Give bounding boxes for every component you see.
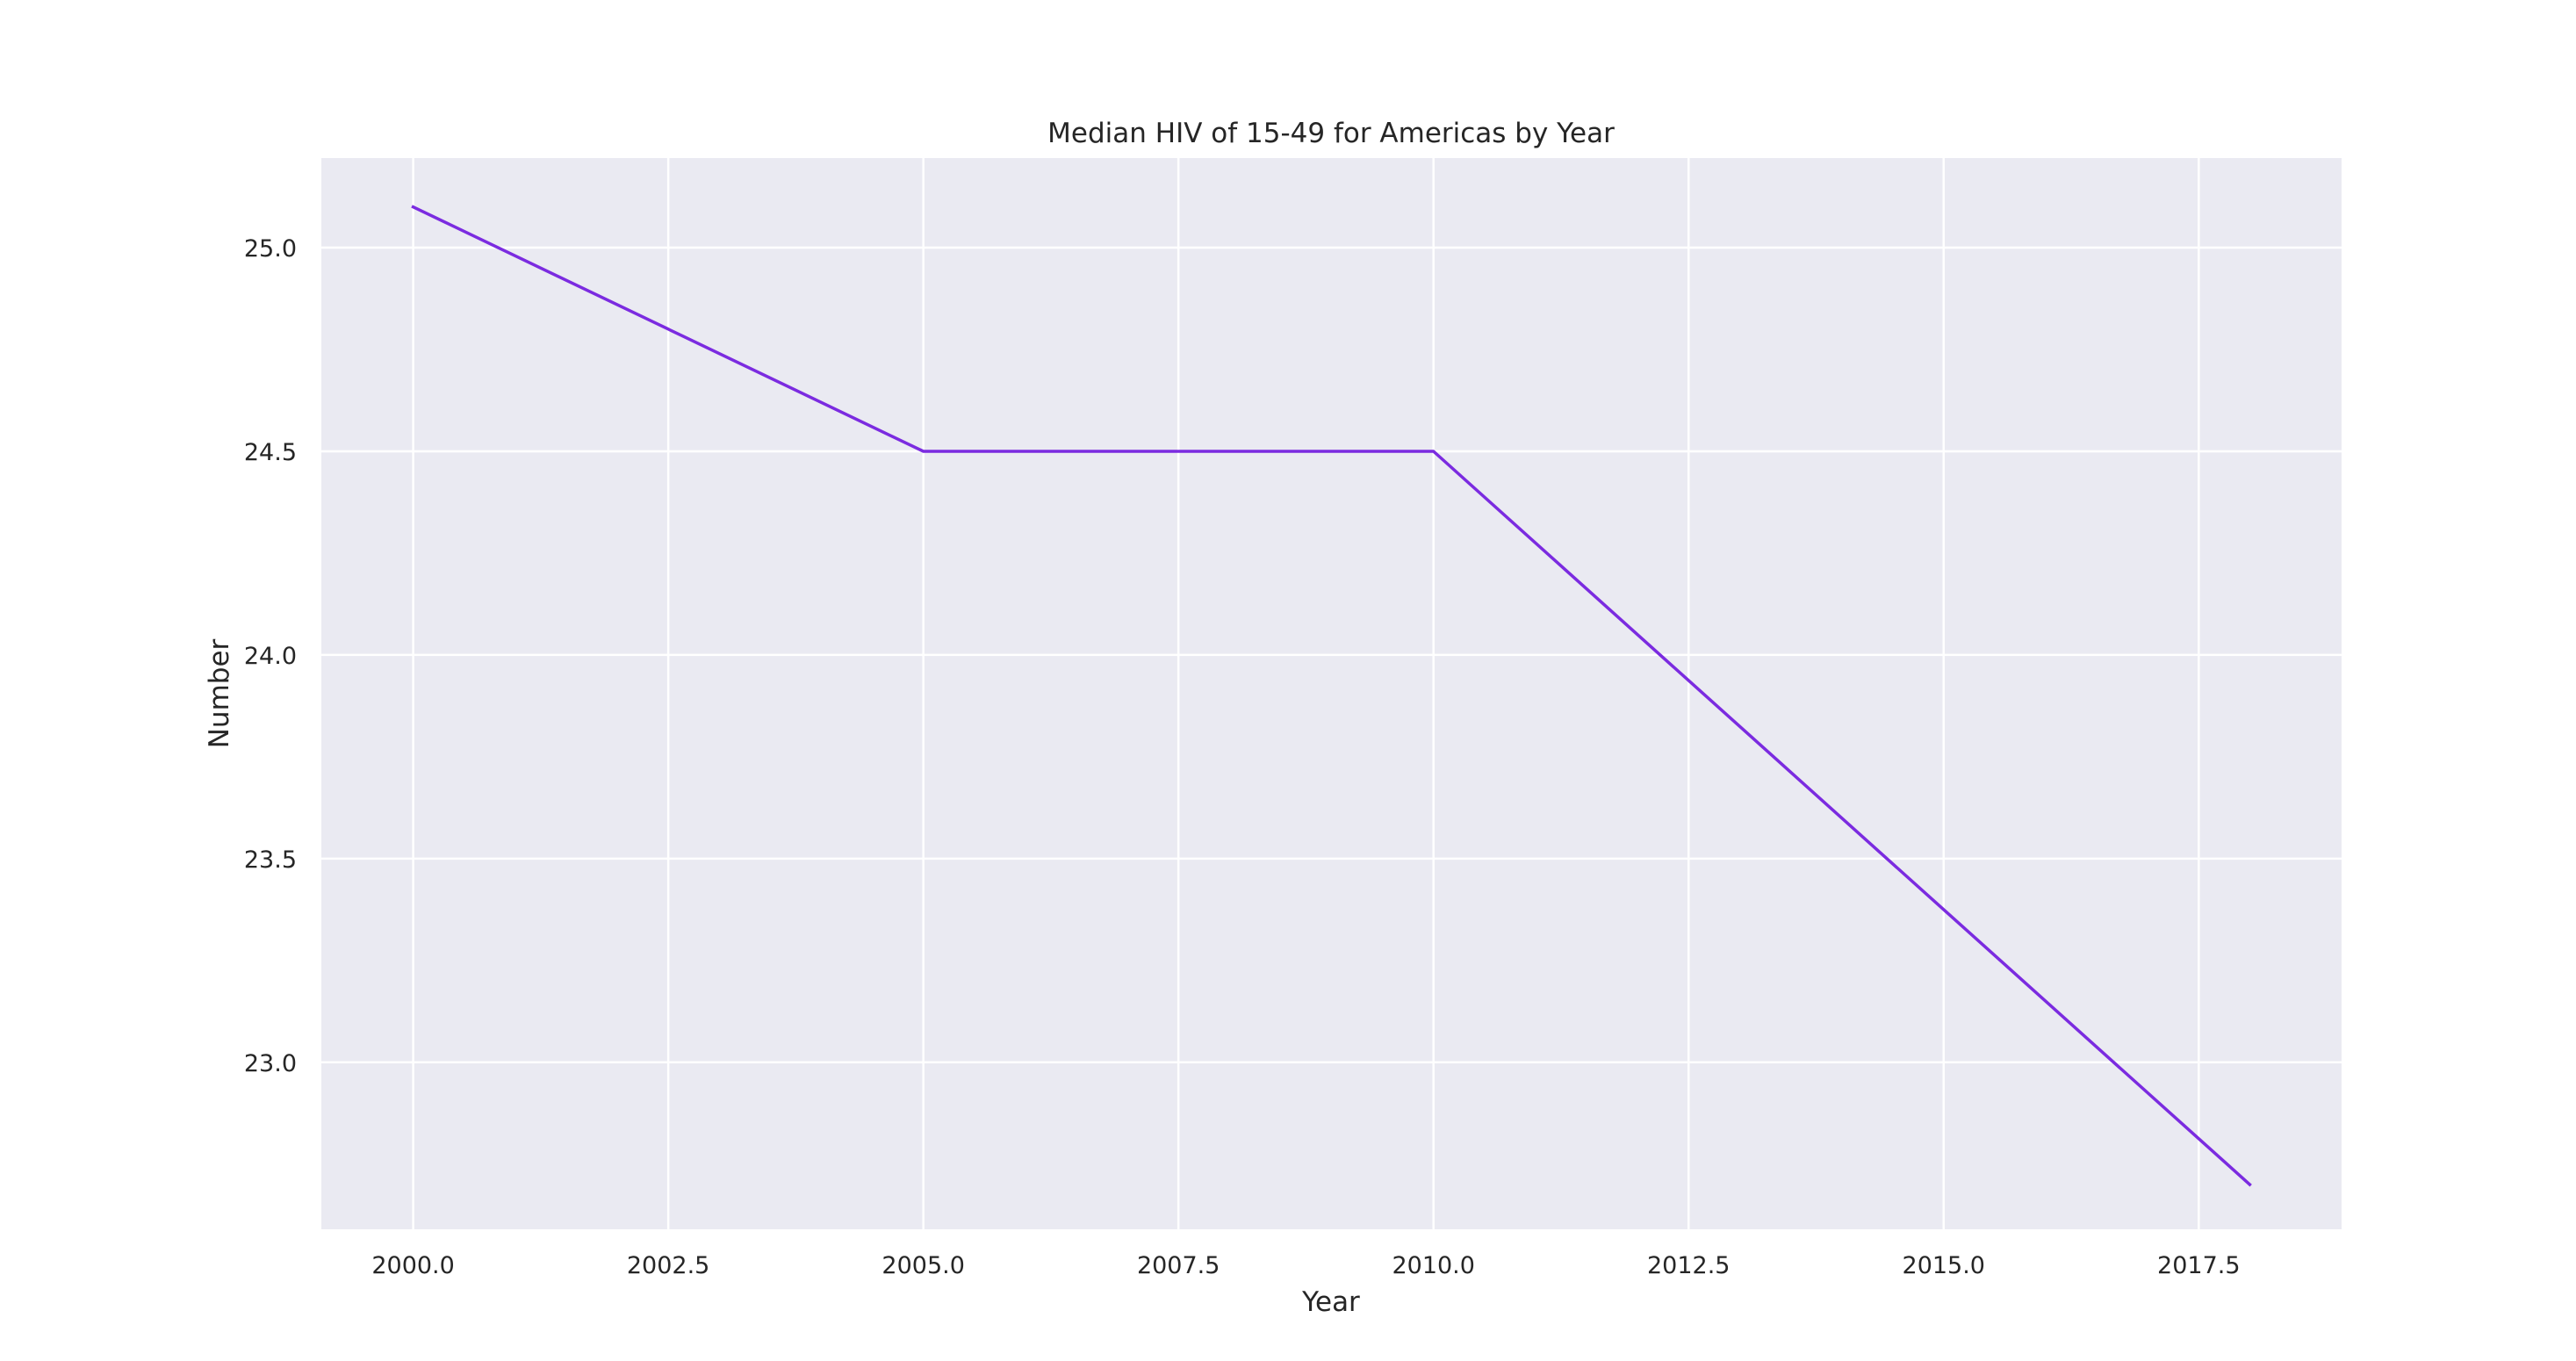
x-tick-label: 2005.0 [881, 1252, 964, 1279]
data-point [922, 450, 925, 453]
x-tick-label: 2002.5 [627, 1252, 709, 1279]
grid-lines [321, 158, 2342, 1229]
y-tick-labels: 23.0 23.5 24.0 24.5 25.0 [244, 235, 297, 1077]
x-axis-label: Year [1301, 1286, 1360, 1318]
y-tick-label: 23.5 [244, 846, 297, 874]
series-group [411, 205, 2252, 1187]
x-tick-label: 2015.0 [1903, 1252, 1985, 1279]
data-point [2248, 1183, 2251, 1186]
y-tick-label: 24.0 [244, 643, 297, 670]
data-point [412, 205, 415, 209]
y-axis-label: Number [204, 638, 235, 748]
x-tick-label: 2000.0 [371, 1252, 454, 1279]
plot-background [321, 158, 2342, 1229]
x-tick-label: 2017.5 [2157, 1252, 2240, 1279]
data-point [1432, 450, 1436, 453]
chart-title: Median HIV of 15-49 for Americas by Year [1047, 118, 1615, 149]
x-tick-label: 2010.0 [1392, 1252, 1474, 1279]
y-tick-label: 23.0 [244, 1050, 297, 1077]
x-tick-label: 2012.5 [1647, 1252, 1730, 1279]
y-tick-label: 24.5 [244, 439, 297, 466]
y-tick-label: 25.0 [244, 235, 297, 263]
x-tick-labels: 2000.0 2002.5 2005.0 2007.5 2010.0 2012.5 2015… [371, 1252, 2240, 1279]
x-tick-label: 2007.5 [1137, 1252, 1220, 1279]
series-line [411, 205, 2252, 1187]
